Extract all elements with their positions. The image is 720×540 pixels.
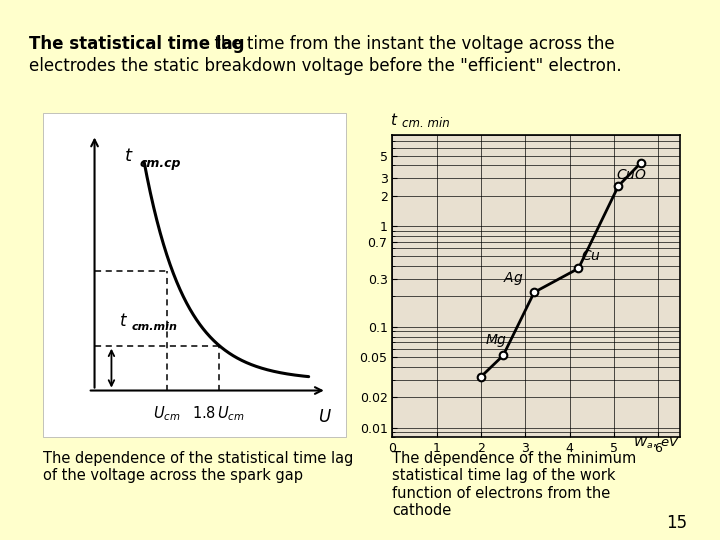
Text: $Mg$: $Mg$ [485,332,508,349]
Text: The dependence of the statistical time lag
of the voltage across the spark gap: The dependence of the statistical time l… [43,451,354,483]
Text: $W_a$, $eV$: $W_a$, $eV$ [633,435,680,450]
Text: cm. min: cm. min [402,117,449,130]
Text: - the time from the instant the voltage across the: - the time from the instant the voltage … [198,35,615,53]
Text: electrodes the static breakdown voltage before the "efficient" electron.: electrodes the static breakdown voltage … [29,57,621,75]
Text: $U$: $U$ [318,408,331,426]
Text: The dependence of the minimum
statistical time lag of the work
function of elect: The dependence of the minimum statistica… [392,451,636,518]
Text: $t$: $t$ [124,147,133,165]
Text: 15: 15 [667,514,688,532]
Text: $t$: $t$ [390,112,399,128]
Text: cm.min: cm.min [132,322,178,332]
Text: cm.cp: cm.cp [140,157,181,170]
Text: $U_{cm}$: $U_{cm}$ [153,404,181,423]
Text: $t$: $t$ [120,312,128,330]
Text: $CuO$: $CuO$ [616,168,647,183]
Text: $Ag$: $Ag$ [503,270,523,287]
Text: $1.8\,U_{cm}$: $1.8\,U_{cm}$ [192,404,245,423]
Text: $Cu$: $Cu$ [581,249,600,263]
Text: The statistical time lag: The statistical time lag [29,35,244,53]
